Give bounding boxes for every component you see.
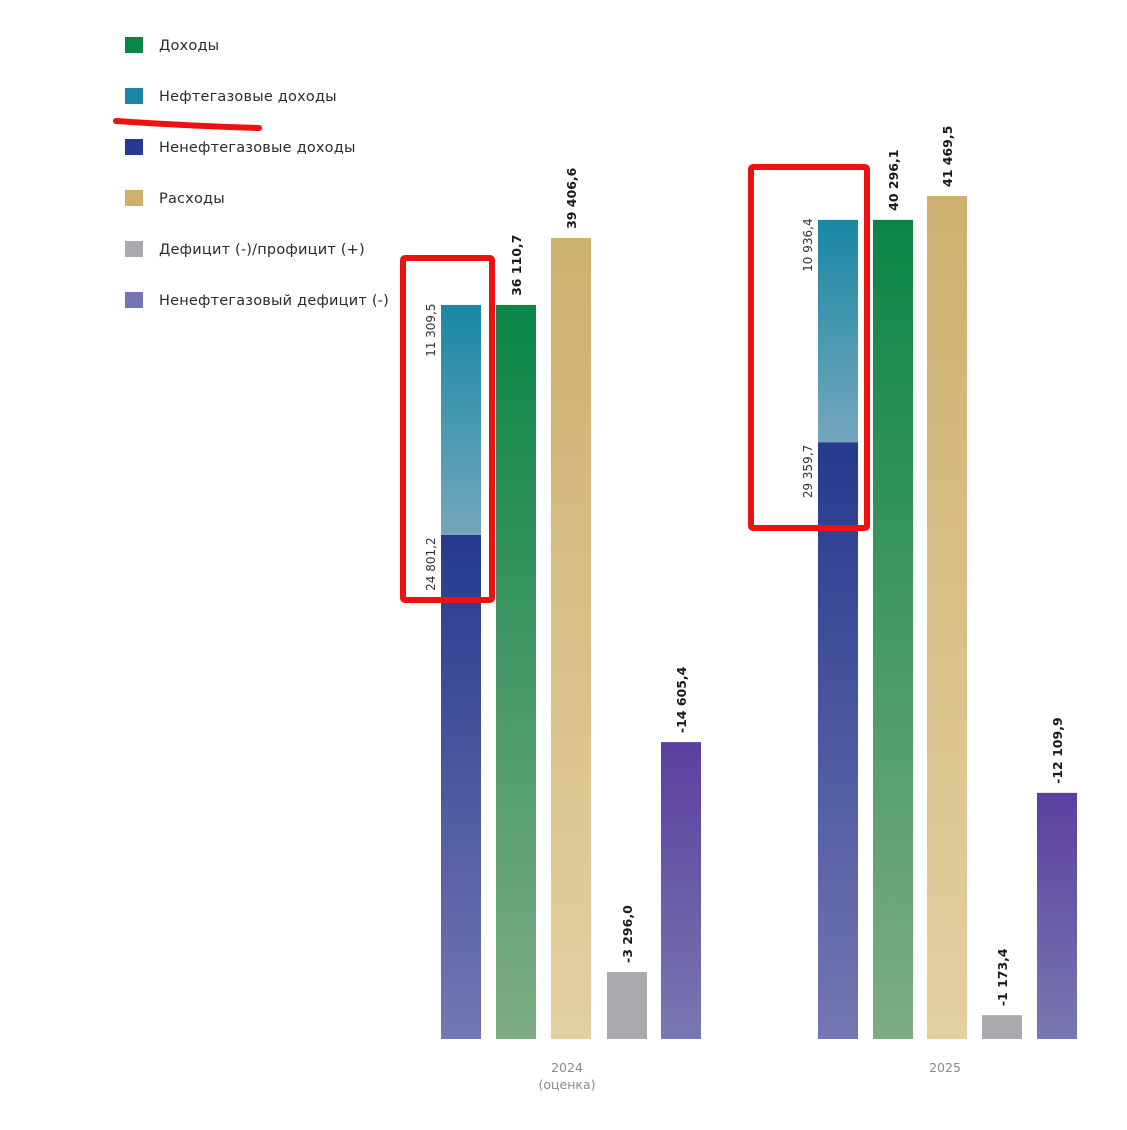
- legend-label: Дефицит (-)/профицит (+): [159, 242, 365, 258]
- legend-label: Расходы: [159, 191, 225, 207]
- data-label-oil-gas: 11 309,5: [424, 303, 438, 356]
- data-label-deficit: -1 173,4: [995, 948, 1010, 1006]
- x-axis-category-label: 2025: [929, 1060, 961, 1075]
- data-label-expenditure: 39 406,6: [564, 167, 579, 229]
- bar-expenditure: [551, 237, 591, 1039]
- legend-swatch: [125, 88, 143, 104]
- bar-oil-gas-revenue: [818, 219, 858, 443]
- legend-swatch: [125, 292, 143, 308]
- x-axis-category-sublabel: (оценка): [539, 1077, 596, 1092]
- bar-deficit: [607, 971, 647, 1039]
- data-label-non-oil-gas-deficit: -12 109,9: [1050, 717, 1065, 783]
- bar-deficit: [982, 1015, 1022, 1039]
- legend-label: Нефтегазовые доходы: [159, 89, 337, 105]
- legend-label: Ненефтегазовые доходы: [159, 140, 356, 156]
- bar-revenue: [873, 219, 913, 1040]
- legend-swatch: [125, 190, 143, 206]
- bar-non-oil-gas-revenue: [818, 442, 858, 1039]
- legend-label: Ненефтегазовый дефицит (-): [159, 293, 389, 309]
- data-label-expenditure: 41 469,5: [940, 126, 955, 187]
- legend-swatch: [125, 37, 143, 53]
- bar-revenue: [496, 304, 536, 1040]
- data-label-revenue: 40 296,1: [886, 150, 901, 211]
- bar-non-oil-gas-revenue: [441, 534, 481, 1039]
- bar-non-oil-gas-deficit: [661, 742, 701, 1039]
- data-label-non-oil-gas: 29 359,7: [801, 445, 815, 498]
- red-highlight-box: [400, 255, 495, 603]
- data-label-revenue: 36 110,7: [509, 235, 524, 296]
- bar-oil-gas-revenue: [441, 304, 481, 535]
- legend-swatch: [125, 241, 143, 257]
- data-label-oil-gas: 10 936,4: [801, 218, 815, 271]
- data-label-deficit: -3 296,0: [620, 905, 635, 963]
- data-label-non-oil-gas-deficit: -14 605,4: [674, 666, 689, 733]
- bar-expenditure: [927, 196, 967, 1039]
- bar-non-oil-gas-deficit: [1037, 792, 1077, 1039]
- data-label-non-oil-gas: 24 801,2: [424, 537, 438, 590]
- red-highlight-box: [748, 164, 870, 531]
- x-axis-category-label: 2024: [551, 1060, 583, 1075]
- chart-legend: Доходы Нефтегазовые доходы Ненефтегазовые …: [0, 0, 400, 340]
- legend-swatch: [125, 139, 143, 155]
- legend-label: Доходы: [159, 38, 220, 54]
